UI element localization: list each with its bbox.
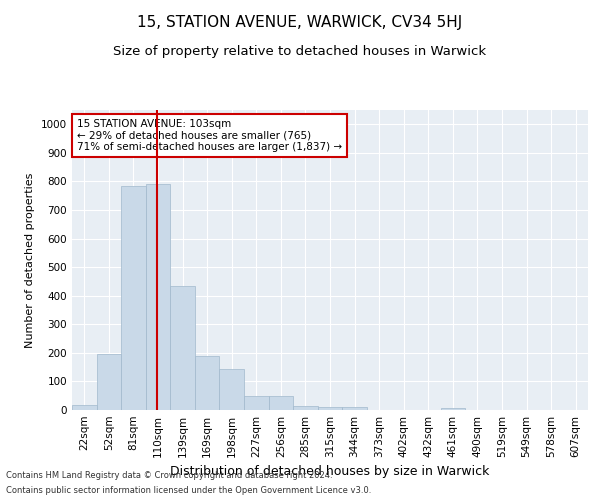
Y-axis label: Number of detached properties: Number of detached properties (25, 172, 35, 348)
Bar (269, 396, 293, 410)
X-axis label: Distribution of detached houses by size in Warwick: Distribution of detached houses by size … (170, 466, 490, 478)
Text: 15 STATION AVENUE: 103sqm
← 29% of detached houses are smaller (765)
71% of semi: 15 STATION AVENUE: 103sqm ← 29% of detac… (77, 119, 342, 152)
Bar (318, 406, 342, 410)
Bar (121, 186, 146, 410)
Bar (293, 406, 318, 410)
Text: Size of property relative to detached houses in Warwick: Size of property relative to detached ho… (113, 45, 487, 58)
Bar (220, 368, 244, 410)
Bar (440, 408, 465, 410)
Bar (97, 354, 121, 410)
Bar (195, 356, 220, 410)
Text: Contains HM Land Registry data © Crown copyright and database right 2024.: Contains HM Land Registry data © Crown c… (6, 471, 332, 480)
Bar (146, 184, 170, 410)
Bar (170, 286, 195, 410)
Bar (244, 396, 269, 410)
Text: Contains public sector information licensed under the Open Government Licence v3: Contains public sector information licen… (6, 486, 371, 495)
Text: 15, STATION AVENUE, WARWICK, CV34 5HJ: 15, STATION AVENUE, WARWICK, CV34 5HJ (137, 15, 463, 30)
Bar (72, 405, 97, 410)
Bar (342, 407, 367, 410)
